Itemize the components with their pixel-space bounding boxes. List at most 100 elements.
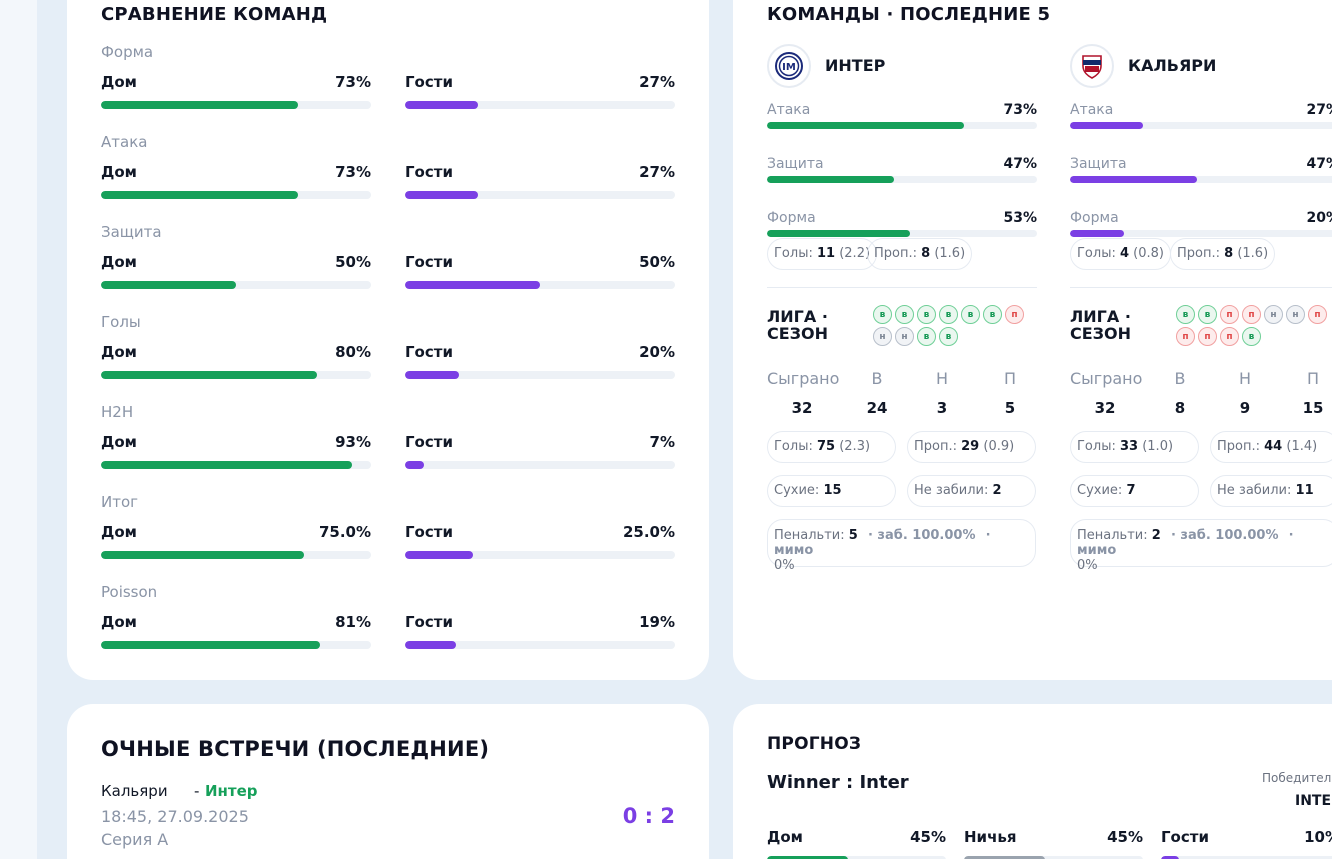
away-progress-fill [405, 551, 473, 559]
forecast-winner-text: Winner : Inter [767, 772, 909, 793]
away-label: Гости [405, 613, 453, 631]
season-stat-value: 15 [1302, 399, 1324, 417]
comparison-section-label: Форма [101, 43, 154, 61]
form-chip: п [1242, 305, 1261, 324]
comparison-away-stat: Гости 50% [405, 253, 675, 293]
forecast-label: Дом [767, 828, 803, 846]
team-metric: Защита 47% [767, 156, 1037, 186]
teams-last5-card: КОМАНДЫ · ПОСЛЕДНИЕ 5 IM ИНТЕР Атака 73% За… [733, 0, 1332, 680]
home-percent: 80% [335, 343, 371, 361]
metric-value: 47% [1003, 156, 1037, 172]
metric-bar [767, 122, 1037, 129]
home-progress-bar [101, 461, 371, 469]
season-stat-value: 3 [936, 399, 948, 417]
recent-conceded-pill: Проп.: 8 (1.6) [1170, 238, 1276, 270]
comparison-section-label: Защита [101, 223, 162, 241]
recent-goals-pill-part: 11 [816, 246, 836, 261]
home-label: Дом [101, 163, 137, 181]
forecast-winner-label: Победител [1262, 771, 1332, 785]
comparison-section-label: H2H [101, 403, 134, 421]
home-progress-fill [101, 461, 353, 469]
comparison-home-stat: Дом 73% [101, 163, 371, 203]
home-progress-fill [101, 191, 299, 199]
away-progress-fill [405, 641, 457, 649]
failed-to-score-pill: Не забили: 2 [907, 475, 1036, 507]
season-stat-header: П [1306, 369, 1320, 388]
form-chip: п [1176, 327, 1195, 346]
away-percent: 20% [639, 343, 675, 361]
h2h-dash: - [194, 782, 200, 800]
comparison-home-stat: Дом 80% [101, 343, 371, 383]
season-stat-header: П [1003, 369, 1017, 388]
league-season-title: ЛИГА · [767, 307, 828, 326]
season-goals-pill-part: Голы: [1077, 439, 1116, 454]
clean-sheets-pill-part: Сухие: [774, 483, 820, 498]
comparison-away-stat: Гости 19% [405, 613, 675, 653]
metric-bar-fill [1070, 176, 1197, 183]
h2h-league: Серия А [101, 830, 169, 849]
home-progress-fill [101, 641, 320, 649]
team-metric: Форма 20% [1070, 210, 1332, 240]
recent-goals-pill-part: (0.8) [1133, 246, 1164, 261]
metric-bar-fill [767, 176, 894, 183]
recent-goals-pill: Голы: 11 (2.2) [767, 238, 878, 270]
away-label: Гости [405, 73, 453, 91]
season-stat-header: В [1174, 369, 1186, 388]
season-goals-pill-part: 75 [816, 439, 836, 454]
form-chip: в [895, 305, 914, 324]
section-divider [1070, 287, 1332, 288]
away-progress-fill [405, 371, 459, 379]
comparison-away-stat: Гости 7% [405, 433, 675, 473]
metric-value: 27% [1306, 102, 1332, 118]
h2h-match-row[interactable]: Кальяри - Интер 18:45, 27.09.2025 Серия … [101, 782, 675, 852]
comparison-section-label: Poisson [101, 583, 158, 601]
comparison-home-stat: Дом 81% [101, 613, 371, 653]
form-chip: в [917, 305, 936, 324]
penalties-part: · заб. 100.00% [867, 528, 976, 543]
recent-goals-pill-part: 4 [1119, 246, 1130, 261]
league-season-title: СЕЗОН [1070, 324, 1132, 343]
recent-goals-pill: Голы: 4 (0.8) [1070, 238, 1171, 270]
away-progress-bar [405, 371, 675, 379]
form-chip: в [1242, 327, 1261, 346]
failed-to-score-pill: Не забили: 11 [1210, 475, 1332, 507]
penalties-part: Пенальти: [1077, 528, 1148, 543]
away-progress-fill [405, 191, 478, 199]
home-progress-bar [101, 281, 371, 289]
head-to-head-card: ОЧНЫЕ ВСТРЕЧИ (ПОСЛЕДНИЕ) Кальяри - Инте… [67, 704, 709, 859]
team-metric: Атака 27% [1070, 102, 1332, 132]
home-progress-bar [101, 371, 371, 379]
recent-conceded-pill-part: (1.6) [1237, 246, 1269, 261]
penalties-part: 2 [1151, 528, 1161, 543]
failed-to-score-pill-part: Не забили: [1217, 483, 1292, 498]
season-stat-header: Сыграно [1070, 369, 1143, 388]
team-metric: Форма 53% [767, 210, 1037, 240]
metric-bar-fill [767, 122, 965, 129]
home-label: Дом [101, 73, 137, 91]
failed-to-score-pill-part: 11 [1295, 483, 1314, 498]
away-percent: 27% [639, 163, 675, 181]
forecast-bar [767, 856, 946, 859]
form-chip: п [1198, 327, 1217, 346]
penalties-part: Пенальти: [774, 528, 845, 543]
form-chip: в [873, 305, 892, 324]
home-label: Дом [101, 253, 137, 271]
season-goals-pill: Голы: 75 (2.3) [767, 431, 896, 463]
h2h-score: 0 : 2 [622, 804, 675, 828]
metric-value: 73% [1003, 102, 1037, 118]
penalties-pill: Пенальти: 5 · заб. 100.00% · мимо 0% [767, 519, 1036, 573]
form-chip: п [1005, 305, 1024, 324]
clean-sheets-pill-part: Сухие: [1077, 483, 1123, 498]
away-label: Гости [405, 253, 453, 271]
home-progress-bar [101, 101, 371, 109]
forecast-bar-fill [767, 856, 848, 859]
clean-sheets-pill: Сухие: 7 [1070, 475, 1199, 507]
home-percent: 81% [335, 613, 371, 631]
penalties-part: · мимо [1077, 528, 1294, 558]
season-goals-pill-part: (2.3) [839, 439, 871, 454]
comparison-home-stat: Дом 50% [101, 253, 371, 293]
h2h-title: ОЧНЫЕ ВСТРЕЧИ (ПОСЛЕДНИЕ) [101, 737, 490, 761]
forecast-column: Ничья 45% [964, 828, 1143, 859]
recent-goals-pill-part: Голы: [774, 246, 813, 261]
form-chip: в [983, 305, 1002, 324]
